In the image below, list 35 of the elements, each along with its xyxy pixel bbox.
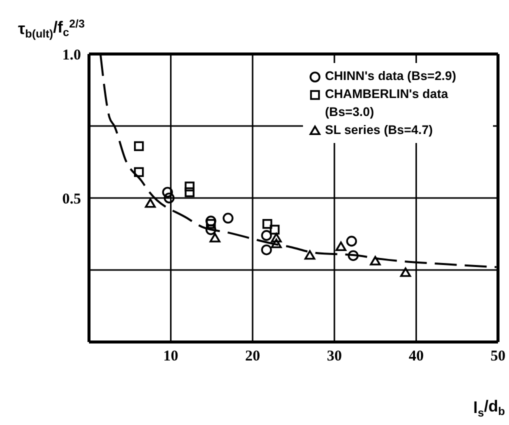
x-tick-label: 50 [490, 348, 506, 365]
x-axis-title: l$_{s}$/d$_{b}$ [473, 398, 506, 420]
point [270, 224, 280, 235]
legend-label: CHINN's data (Bs=2.9) [325, 68, 456, 85]
point [304, 250, 316, 260]
point [346, 236, 357, 247]
x-tick-label: 20 [245, 348, 260, 365]
y-tick-label: 0.5 [62, 191, 81, 208]
point [261, 244, 272, 256]
point [206, 219, 216, 229]
point [270, 232, 282, 242]
point [205, 224, 216, 236]
x-tick-label: 10 [163, 348, 178, 365]
y-tick-label: 1.0 [62, 47, 81, 64]
point [162, 186, 173, 198]
point [134, 141, 144, 152]
point [144, 198, 156, 208]
point [184, 187, 195, 198]
point [205, 216, 216, 226]
point [348, 250, 359, 261]
legend-label: CHAMBERLIN's data (Bs=3.0) [325, 86, 450, 121]
point [184, 182, 195, 192]
point [262, 219, 272, 229]
x-tick-label: 40 [408, 348, 424, 365]
point [370, 256, 381, 266]
point [336, 242, 346, 252]
x-tick-label: 30 [326, 348, 342, 365]
point [164, 192, 175, 204]
point [270, 238, 282, 248]
legend-label: SL series (Bs=4.7) [325, 122, 433, 139]
point [261, 230, 272, 241]
point [222, 212, 234, 224]
point [400, 267, 411, 277]
point [210, 232, 220, 242]
point [134, 167, 144, 177]
